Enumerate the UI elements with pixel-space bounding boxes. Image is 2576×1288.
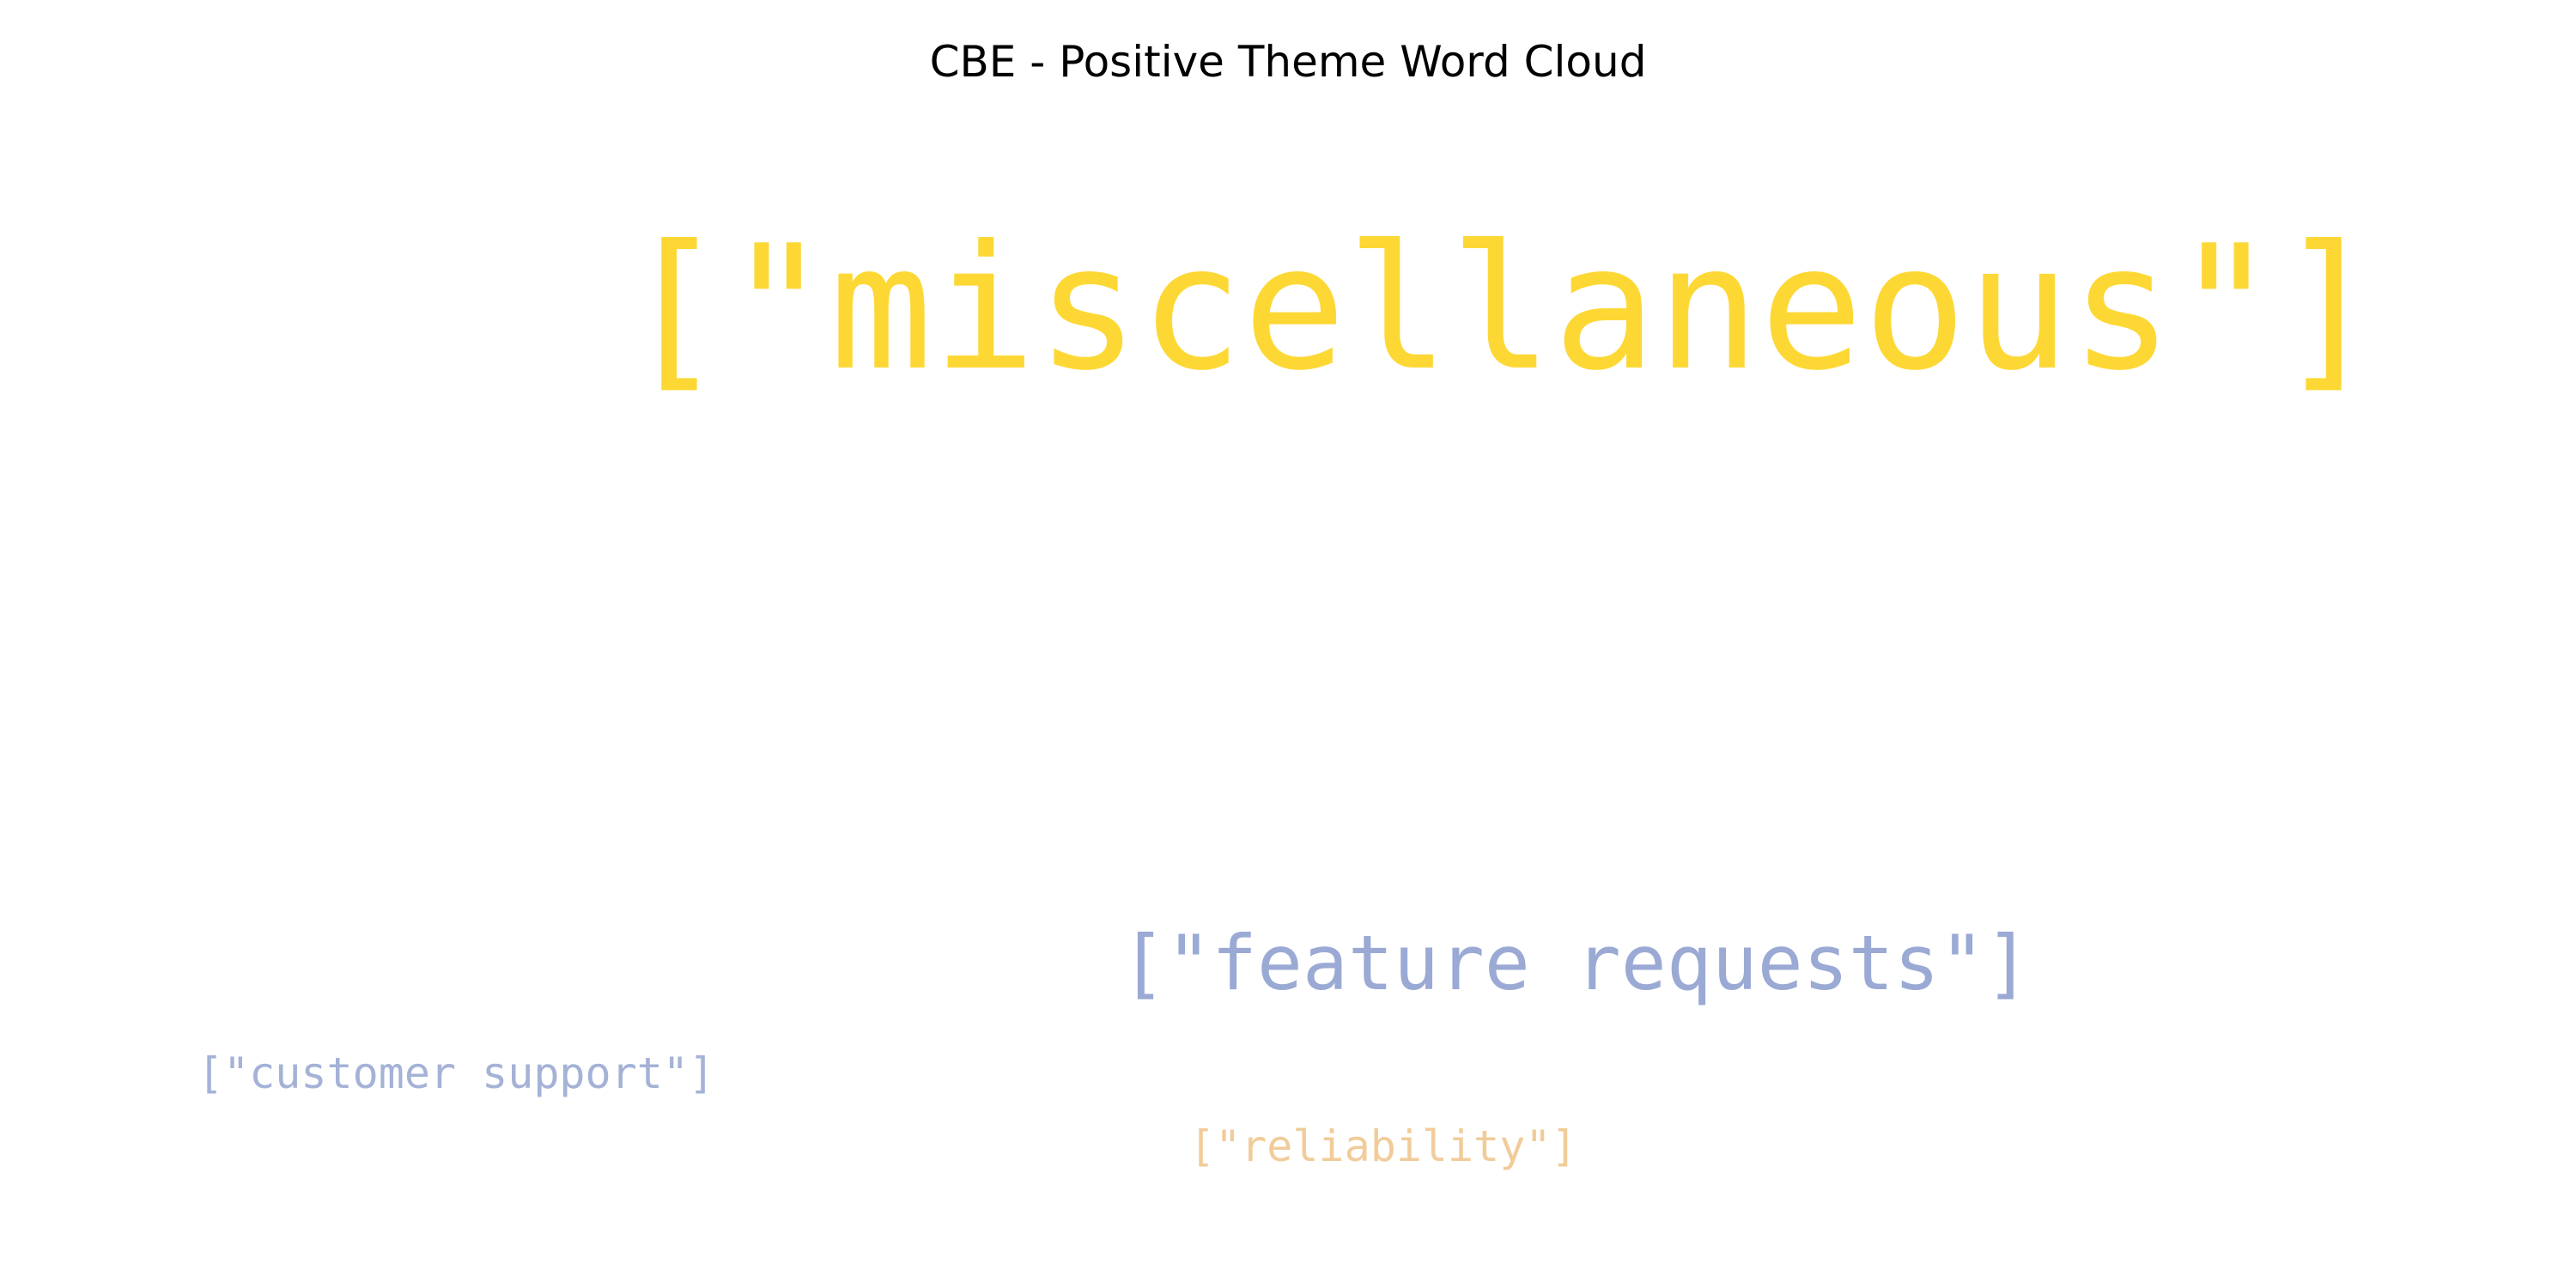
word-miscellaneous: ["miscellaneous"] <box>623 209 2380 409</box>
word-reliability: ["reliability"] <box>1189 1121 1577 1171</box>
word-customer-support: ["customer support"] <box>197 1048 715 1098</box>
chart-title: CBE - Positive Theme Word Cloud <box>929 37 1647 87</box>
word-feature-requests: ["feature requests"] <box>1121 919 2031 1007</box>
